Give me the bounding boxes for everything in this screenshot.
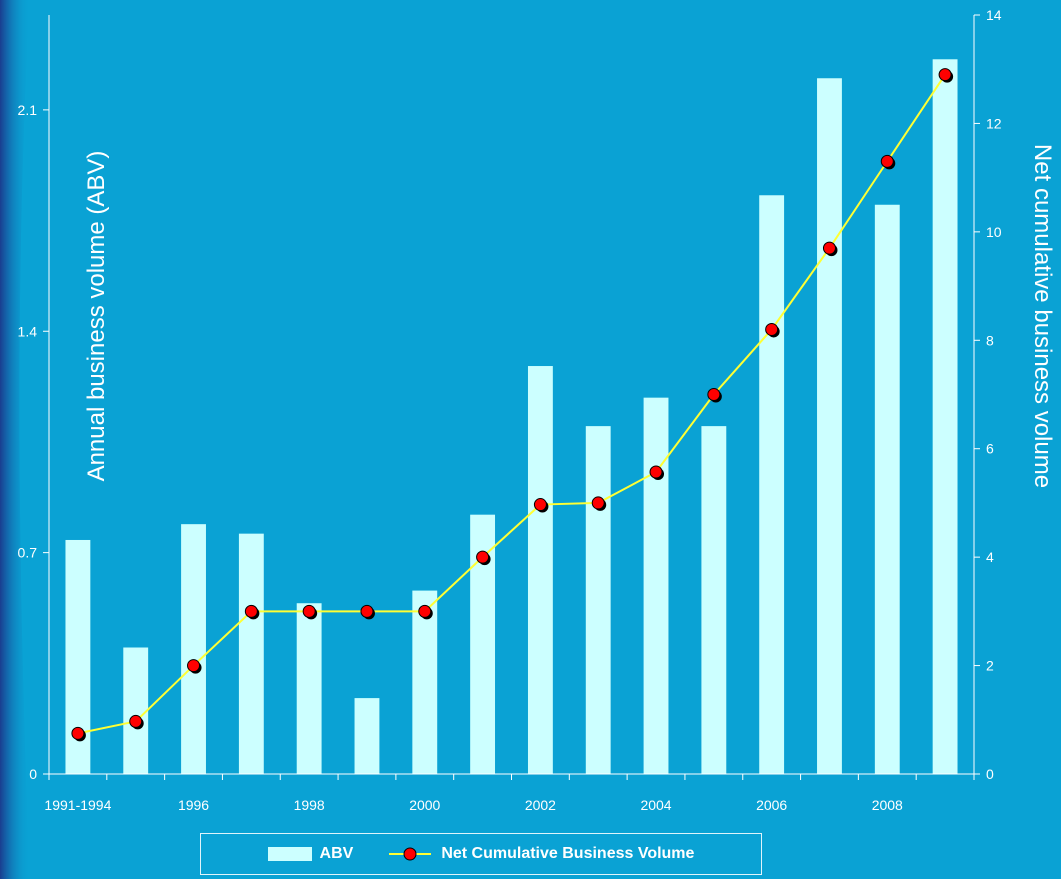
legend-item-net-cumulative: Net Cumulative Business Volume (387, 845, 694, 863)
point-1999 (360, 604, 374, 618)
bar-1999 (354, 698, 380, 774)
bar-1995 (123, 647, 149, 774)
x-tick-label: 1998 (294, 797, 325, 813)
point-1997 (244, 604, 258, 618)
left-y-tick-label: 2.1 (18, 102, 38, 118)
point-2005 (707, 388, 721, 401)
x-tick-label: 2004 (640, 797, 671, 813)
point-1998 (302, 604, 316, 618)
legend-swatch-line (389, 847, 432, 861)
right-y-tick-label: 10 (986, 224, 1002, 240)
axes (43, 14, 980, 780)
bar-2004 (643, 397, 669, 774)
point-2001 (476, 550, 490, 564)
bar-2006 (759, 195, 785, 774)
right-axis-title: Net cumulative business volume (1029, 144, 1056, 488)
right-y-tick-label: 12 (986, 115, 1002, 131)
point-2000 (418, 604, 432, 618)
line-series-net-cumulative (71, 68, 954, 742)
net-cumulative-line (77, 74, 946, 735)
point-2002 (533, 498, 547, 512)
right-y-tick-label: 0 (986, 766, 994, 782)
legend-item-abv: ABV (267, 845, 354, 863)
bar-2007 (817, 78, 842, 774)
right-y-tick-label: 6 (986, 441, 994, 457)
right-y-tick-label: 14 (986, 7, 1002, 23)
x-tick-label: 2008 (872, 797, 903, 813)
legend-swatch-bar (267, 847, 312, 861)
x-tick-label: 2006 (756, 797, 787, 813)
point-2004 (649, 465, 663, 479)
left-y-tick-label: 1.4 (18, 323, 38, 339)
chart-legend: ABV Net Cumulative Business Volume (200, 833, 762, 875)
point-2006 (765, 322, 779, 336)
bar-2008 (874, 204, 900, 774)
x-tick-label: 2000 (409, 797, 440, 813)
left-axis-title: Annual business volume (ABV) (83, 151, 110, 482)
bar-2005 (701, 426, 727, 774)
right-y-tick-label: 8 (986, 332, 994, 348)
bar-1997 (238, 533, 264, 774)
bar-series-abv (65, 59, 958, 774)
legend-label-net-cumulative: Net Cumulative Business Volume (441, 845, 695, 862)
x-tick-labels: 1991-1994 1996 1998 2000 2002 2004 2006 2008 (44, 797, 903, 813)
right-y-tick-labels: 0 2 4 6 8 10 12 14 (986, 7, 1002, 782)
left-y-tick-label: 0.7 (18, 545, 38, 561)
left-y-tick-label: 0 (29, 766, 37, 782)
point-2003 (591, 496, 605, 510)
point-1995 (129, 714, 143, 728)
point-2008 (880, 154, 894, 168)
point-2009 (938, 68, 952, 82)
bar-2002 (527, 366, 553, 774)
bar-1998 (296, 603, 322, 774)
point-1996 (187, 659, 201, 673)
x-tick-label: 2002 (525, 797, 556, 813)
bar-2003 (585, 426, 611, 774)
x-tick-label: 1991-1994 (44, 797, 111, 813)
point-2007 (822, 241, 836, 255)
x-tick-label: 1996 (178, 797, 209, 813)
point-1991-1994 (71, 726, 85, 740)
left-y-tick-labels: 0 0.7 1.4 2.1 (18, 102, 38, 782)
bar-2009 (932, 59, 958, 774)
right-y-tick-label: 2 (986, 658, 994, 674)
bar-1996 (181, 524, 206, 774)
legend-label-abv: ABV (319, 845, 354, 862)
right-y-tick-label: 4 (986, 549, 994, 565)
bar-2000 (412, 590, 438, 774)
